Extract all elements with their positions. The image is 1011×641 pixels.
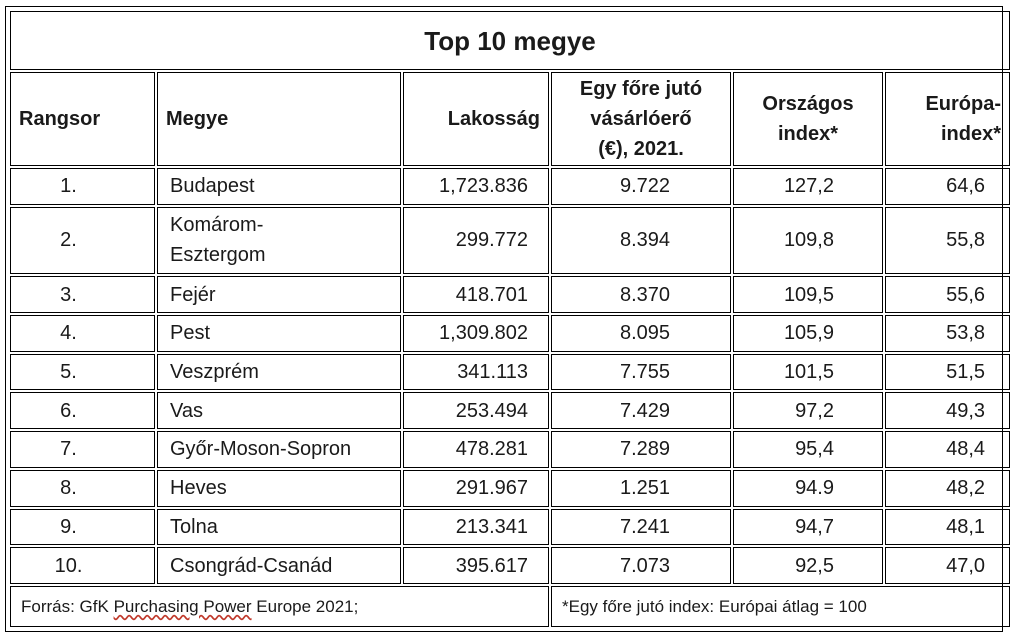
cell-county: Veszprém bbox=[157, 353, 401, 391]
cell-population: 291.967 bbox=[403, 469, 549, 507]
cell-europe-index: 64,6 bbox=[885, 168, 1011, 205]
cell-purchasing-power: 8.370 bbox=[551, 276, 731, 313]
table-row: 1. Budapest 1,723.836 9.722 127,2 64,6 bbox=[10, 168, 1011, 205]
cell-county-line2: Esztergom bbox=[170, 244, 266, 267]
cell-population: 299.772 bbox=[403, 206, 549, 275]
cell-purchasing-power: 7.755 bbox=[551, 353, 731, 391]
cell-national-index: 101,5 bbox=[733, 353, 883, 391]
cell-purchasing-power: 9.722 bbox=[551, 168, 731, 205]
header-europe-index: Európa- index* bbox=[885, 72, 1011, 167]
cell-county: Csongrád-Csanád bbox=[157, 547, 401, 585]
cell-national-index: 94,7 bbox=[733, 508, 883, 546]
cell-county: Fejér bbox=[157, 276, 401, 313]
cell-national-index: 109,8 bbox=[733, 206, 883, 275]
header-population: Lakosság bbox=[403, 72, 549, 167]
cell-rank: 1. bbox=[10, 168, 155, 205]
cell-europe-index: 49,3 bbox=[885, 392, 1011, 430]
header-europe-line2: index* bbox=[941, 123, 1002, 146]
cell-county-line1: Komárom- bbox=[170, 214, 264, 237]
cell-rank: 9. bbox=[10, 508, 155, 546]
footer-row: Forrás: GfK Purchasing Power Europe 2021… bbox=[10, 586, 1011, 627]
table-row: 3. Fejér 418.701 8.370 109,5 55,6 bbox=[10, 276, 1011, 313]
county-ranking-table: Top 10 megye Rangsor Megye Lakosság Egy … bbox=[8, 9, 1011, 629]
header-ppp-line3: (€), 2021. bbox=[598, 138, 684, 161]
cell-rank: 7. bbox=[10, 431, 155, 468]
cell-purchasing-power: 7.429 bbox=[551, 392, 731, 430]
cell-county: Tolna bbox=[157, 508, 401, 546]
cell-europe-index: 51,5 bbox=[885, 353, 1011, 391]
cell-national-index: 95,4 bbox=[733, 431, 883, 468]
header-europe-line1: Európa- bbox=[925, 93, 1002, 116]
cell-europe-index: 55,6 bbox=[885, 276, 1011, 313]
footer-note: *Egy főre jutó index: Európai átlag = 10… bbox=[551, 586, 1011, 627]
cell-rank: 10. bbox=[10, 547, 155, 585]
cell-europe-index: 48,2 bbox=[885, 469, 1011, 507]
cell-national-index: 97,2 bbox=[733, 392, 883, 430]
footer-source: Forrás: GfK Purchasing Power Europe 2021… bbox=[10, 586, 549, 627]
table-row: 9. Tolna 213.341 7.241 94,7 48,1 bbox=[10, 508, 1011, 546]
cell-population: 418.701 bbox=[403, 276, 549, 313]
cell-national-index: 109,5 bbox=[733, 276, 883, 313]
cell-rank: 8. bbox=[10, 469, 155, 507]
cell-county: Vas bbox=[157, 392, 401, 430]
title-row: Top 10 megye bbox=[10, 11, 1011, 71]
footer-source-underlined: Purchasing Power bbox=[113, 596, 252, 616]
table-row: 10. Csongrád-Csanád 395.617 7.073 92,5 4… bbox=[10, 547, 1011, 585]
header-national-line1: Országos bbox=[762, 93, 854, 116]
cell-europe-index: 47,0 bbox=[885, 547, 1011, 585]
header-ppp-line1: Egy főre jutó bbox=[579, 78, 703, 101]
cell-rank: 5. bbox=[10, 353, 155, 391]
cell-europe-index: 53,8 bbox=[885, 314, 1011, 352]
cell-county: Győr-Moson-Sopron bbox=[157, 431, 401, 468]
cell-purchasing-power: 1.251 bbox=[551, 469, 731, 507]
cell-purchasing-power: 8.394 bbox=[551, 206, 731, 275]
table-row: 8. Heves 291.967 1.251 94.9 48,2 bbox=[10, 469, 1011, 507]
cell-purchasing-power: 7.073 bbox=[551, 547, 731, 585]
table-row: 7. Győr-Moson-Sopron 478.281 7.289 95,4 … bbox=[10, 431, 1011, 468]
table-row: 5. Veszprém 341.113 7.755 101,5 51,5 bbox=[10, 353, 1011, 391]
cell-rank: 6. bbox=[10, 392, 155, 430]
cell-purchasing-power: 7.241 bbox=[551, 508, 731, 546]
cell-county: Pest bbox=[157, 314, 401, 352]
cell-rank: 3. bbox=[10, 276, 155, 313]
header-national-index: Országos index* bbox=[733, 72, 883, 167]
cell-rank: 2. bbox=[10, 206, 155, 275]
cell-rank: 4. bbox=[10, 314, 155, 352]
table-title: Top 10 megye bbox=[10, 11, 1011, 71]
cell-population: 395.617 bbox=[403, 547, 549, 585]
header-ppp-line2: vásárlóerő bbox=[590, 108, 692, 131]
cell-population: 1,723.836 bbox=[403, 168, 549, 205]
cell-europe-index: 48,4 bbox=[885, 431, 1011, 468]
cell-national-index: 94.9 bbox=[733, 469, 883, 507]
table-row: 6. Vas 253.494 7.429 97,2 49,3 bbox=[10, 392, 1011, 430]
table-row: 2. Komárom- Esztergom 299.772 8.394 109,… bbox=[10, 206, 1011, 275]
cell-purchasing-power: 7.289 bbox=[551, 431, 731, 468]
footer-source-prefix: Forrás: GfK bbox=[21, 596, 114, 616]
table-frame: Top 10 megye Rangsor Megye Lakosság Egy … bbox=[5, 6, 1011, 632]
cell-population: 253.494 bbox=[403, 392, 549, 430]
cell-purchasing-power: 8.095 bbox=[551, 314, 731, 352]
cell-national-index: 127,2 bbox=[733, 168, 883, 205]
header-county: Megye bbox=[157, 72, 401, 167]
cell-national-index: 92,5 bbox=[733, 547, 883, 585]
header-national-line2: index* bbox=[777, 123, 839, 146]
header-rank: Rangsor bbox=[10, 72, 155, 167]
cell-population: 1,309.802 bbox=[403, 314, 549, 352]
cell-county: Budapest bbox=[157, 168, 401, 205]
footer-source-suffix: Europe 2021; bbox=[251, 596, 359, 616]
cell-population: 341.113 bbox=[403, 353, 549, 391]
cell-national-index: 105,9 bbox=[733, 314, 883, 352]
cell-county: Komárom- Esztergom bbox=[157, 206, 401, 275]
header-row: Rangsor Megye Lakosság Egy főre jutó vás… bbox=[10, 72, 1011, 167]
header-purchasing-power: Egy főre jutó vásárlóerő (€), 2021. bbox=[551, 72, 731, 167]
cell-population: 478.281 bbox=[403, 431, 549, 468]
table-row: 4. Pest 1,309.802 8.095 105,9 53,8 bbox=[10, 314, 1011, 352]
cell-europe-index: 55,8 bbox=[885, 206, 1011, 275]
cell-population: 213.341 bbox=[403, 508, 549, 546]
cell-europe-index: 48,1 bbox=[885, 508, 1011, 546]
cell-county: Heves bbox=[157, 469, 401, 507]
